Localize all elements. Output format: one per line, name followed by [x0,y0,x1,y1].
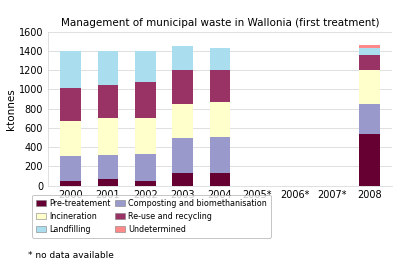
Bar [98,155,118,179]
Y-axis label: ktonnes: ktonnes [6,88,16,130]
Bar [359,48,380,55]
Bar [172,104,193,138]
Text: * no data available: * no data available [28,251,114,260]
Bar [359,134,380,186]
Bar [359,55,380,70]
Bar [172,46,193,70]
Bar [60,89,81,121]
Bar [135,51,156,82]
Bar [98,51,118,85]
Bar [210,102,230,138]
Bar [135,181,156,186]
Bar [60,181,81,186]
Bar [172,70,193,104]
Bar [210,173,230,186]
Bar [60,156,81,181]
Bar [210,70,230,102]
Bar [210,138,230,173]
Bar [359,45,380,48]
Bar [98,118,118,155]
Bar [98,179,118,185]
Bar [359,70,380,104]
Bar [60,51,81,89]
Bar [172,138,193,173]
Legend: Pre-treatement, Incineration, Landfilling, Composting and biomethanisation, Re-u: Pre-treatement, Incineration, Landfillin… [32,195,271,238]
Bar [98,85,118,118]
Bar [210,48,230,70]
Bar [359,104,380,134]
Bar [135,118,156,154]
Bar [172,173,193,186]
Bar [135,82,156,118]
Bar [60,121,81,156]
Title: Management of municipal waste in Wallonia (first treatment): Management of municipal waste in Walloni… [61,18,379,28]
Bar [135,154,156,181]
